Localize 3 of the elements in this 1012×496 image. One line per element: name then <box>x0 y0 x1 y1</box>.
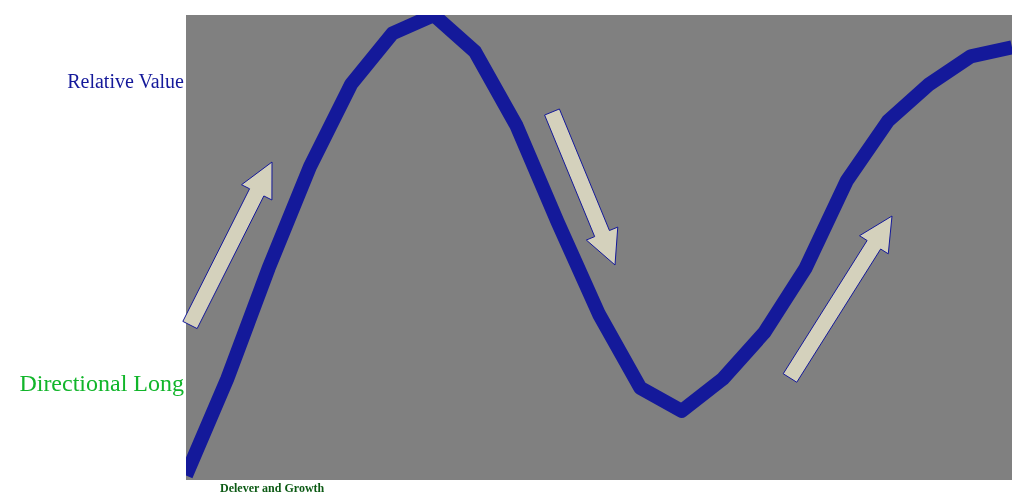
text: Directional Long <box>19 370 184 397</box>
text: Relative Value <box>67 70 184 93</box>
text: Delever and Growth <box>220 481 325 496</box>
